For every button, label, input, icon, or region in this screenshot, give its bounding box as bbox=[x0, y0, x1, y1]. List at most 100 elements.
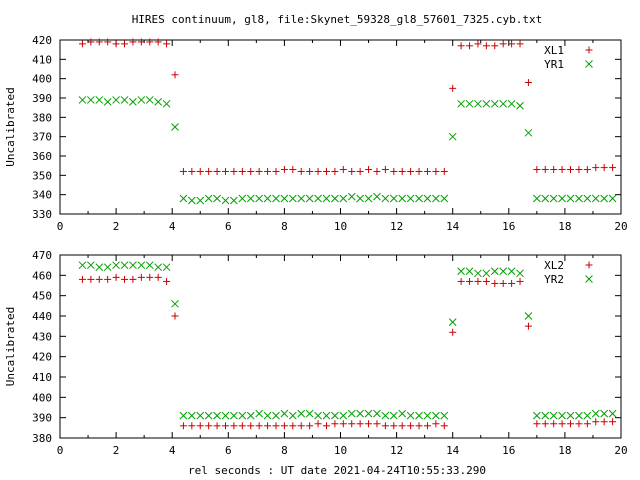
data-point bbox=[373, 167, 381, 175]
data-point bbox=[348, 420, 356, 428]
data-point bbox=[415, 194, 423, 203]
x-tick-label: 18 bbox=[558, 444, 571, 457]
data-point bbox=[583, 420, 591, 428]
data-point bbox=[145, 261, 154, 270]
data-point bbox=[331, 411, 339, 420]
legend-marker bbox=[585, 60, 593, 68]
data-point bbox=[609, 164, 617, 172]
data-point bbox=[415, 422, 423, 430]
data-point bbox=[297, 167, 305, 175]
x-tick-label: 6 bbox=[225, 220, 232, 233]
data-point bbox=[188, 422, 196, 430]
data-point bbox=[188, 167, 196, 175]
data-point bbox=[558, 411, 566, 420]
data-point bbox=[415, 167, 423, 175]
data-point bbox=[137, 38, 145, 46]
data-point bbox=[154, 273, 162, 281]
data-point bbox=[230, 196, 238, 205]
data-point bbox=[263, 194, 272, 203]
data-point bbox=[347, 192, 356, 201]
x-tick-label: 0 bbox=[57, 220, 64, 233]
data-point bbox=[365, 166, 373, 174]
data-point bbox=[120, 261, 129, 270]
legend-label: XL1 bbox=[544, 44, 564, 57]
data-point bbox=[575, 420, 583, 428]
data-point bbox=[474, 277, 482, 285]
data-point bbox=[348, 167, 356, 175]
chart-title: HIRES continuum, gl8, file:Skynet_59328_… bbox=[132, 13, 543, 26]
x-tick-label: 2 bbox=[113, 220, 120, 233]
data-point bbox=[407, 422, 415, 430]
data-point bbox=[78, 96, 87, 104]
x-tick-label: 2 bbox=[113, 444, 120, 457]
data-point bbox=[566, 411, 575, 420]
data-point bbox=[213, 194, 221, 203]
data-point bbox=[524, 79, 532, 87]
y-tick-label: 400 bbox=[32, 391, 52, 404]
data-point bbox=[213, 411, 221, 420]
data-point bbox=[247, 422, 255, 430]
data-point bbox=[162, 263, 171, 272]
y-tick-label: 400 bbox=[32, 73, 52, 86]
data-point bbox=[373, 420, 381, 428]
data-point bbox=[466, 277, 474, 285]
data-point bbox=[306, 167, 314, 175]
data-point bbox=[297, 422, 305, 430]
data-point bbox=[365, 420, 373, 428]
data-point bbox=[507, 267, 516, 276]
data-point bbox=[356, 409, 364, 418]
data-point bbox=[230, 422, 238, 430]
data-point bbox=[541, 166, 549, 174]
data-point bbox=[347, 409, 356, 418]
data-point bbox=[331, 167, 339, 175]
data-point bbox=[457, 99, 465, 108]
data-point bbox=[356, 167, 364, 175]
data-point bbox=[398, 167, 406, 175]
data-point bbox=[339, 411, 348, 420]
data-point bbox=[272, 194, 280, 203]
data-point bbox=[196, 411, 205, 420]
data-point bbox=[440, 422, 448, 430]
plot-frame bbox=[59, 39, 622, 215]
data-point bbox=[246, 194, 255, 203]
y-tick-label: 420 bbox=[32, 351, 52, 364]
data-point bbox=[272, 422, 280, 430]
data-point bbox=[78, 261, 87, 270]
data-point bbox=[457, 267, 465, 276]
data-point bbox=[264, 167, 272, 175]
top-panel: 0 2 4 6 8 10 12 14 16 18 20 330 340 350 360 370 380 390 40… bbox=[4, 34, 628, 233]
data-point bbox=[306, 422, 314, 430]
data-point bbox=[533, 420, 541, 428]
data-point bbox=[423, 194, 432, 203]
y-tick-label: 390 bbox=[32, 92, 52, 105]
data-point bbox=[280, 166, 288, 174]
x-tick-label: 6 bbox=[225, 444, 232, 457]
data-point bbox=[490, 99, 499, 108]
data-point bbox=[440, 411, 449, 420]
data-point bbox=[145, 96, 154, 104]
data-point bbox=[78, 40, 86, 48]
data-point bbox=[78, 275, 86, 283]
data-point bbox=[171, 299, 179, 308]
data-point bbox=[272, 167, 280, 175]
data-point bbox=[398, 409, 407, 418]
data-point bbox=[146, 273, 154, 281]
data-point bbox=[490, 267, 499, 276]
legend-label: XL2 bbox=[544, 259, 564, 272]
data-point bbox=[499, 99, 508, 108]
data-point bbox=[507, 99, 516, 108]
data-point bbox=[524, 312, 533, 320]
data-point bbox=[112, 261, 120, 270]
data-point bbox=[230, 167, 238, 175]
data-point bbox=[121, 275, 129, 283]
data-point bbox=[474, 269, 482, 278]
data-point bbox=[204, 411, 213, 420]
data-point bbox=[600, 409, 609, 418]
x-tick-label: 0 bbox=[57, 444, 64, 457]
data-point bbox=[609, 418, 617, 426]
x-tick-label: 10 bbox=[334, 444, 347, 457]
data-point bbox=[213, 422, 221, 430]
data-point bbox=[575, 411, 583, 420]
data-point bbox=[137, 273, 145, 281]
